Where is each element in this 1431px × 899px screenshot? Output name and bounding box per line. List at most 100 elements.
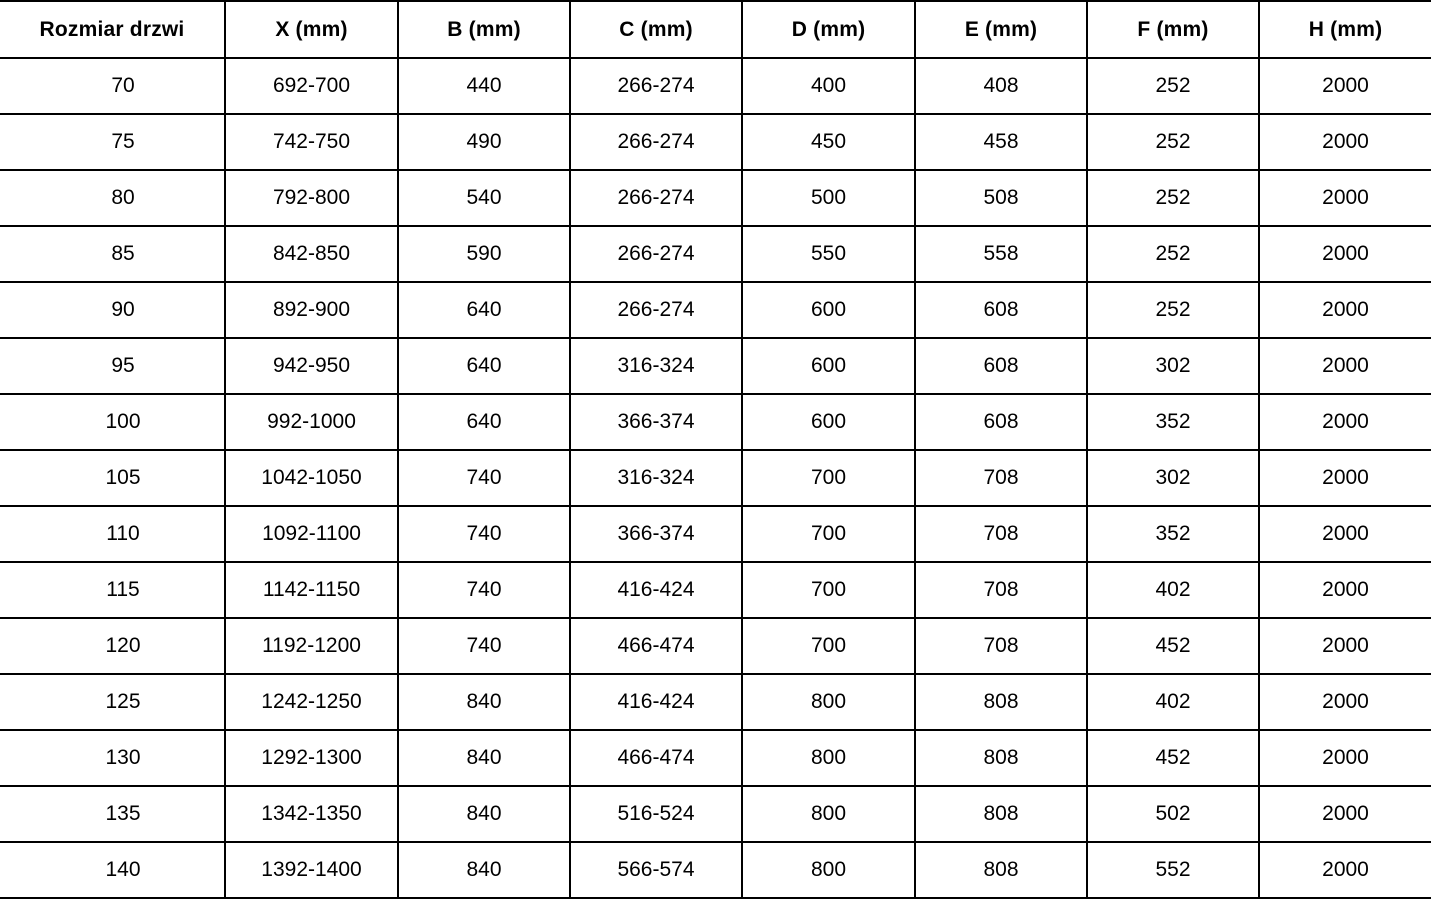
cell-f: 402 xyxy=(1086,673,1260,731)
cell-b: 440 xyxy=(397,57,571,115)
cell-h: 2000 xyxy=(1258,841,1431,898)
cell-h: 2000 xyxy=(1258,449,1431,507)
cell-size: 90 xyxy=(0,281,226,339)
cell-x: 742-750 xyxy=(224,113,399,171)
cell-size: 130 xyxy=(0,729,226,787)
table-row: 140 1392-1400 840 566-574 800 808 552 2000 xyxy=(0,841,1431,898)
cell-x: 1042-1050 xyxy=(224,449,399,507)
cell-d: 500 xyxy=(741,169,916,227)
cell-d: 800 xyxy=(741,841,916,898)
cell-f: 302 xyxy=(1086,449,1260,507)
cell-b: 640 xyxy=(397,281,571,339)
table-row: 90 892-900 640 266-274 600 608 252 2000 xyxy=(0,281,1431,339)
cell-c: 416-424 xyxy=(569,673,743,731)
cell-e: 508 xyxy=(914,169,1088,227)
cell-size: 115 xyxy=(0,561,226,619)
cell-c: 266-274 xyxy=(569,169,743,227)
table-row: 125 1242-1250 840 416-424 800 808 402 2000 xyxy=(0,673,1431,731)
column-header-size: Rozmiar drzwi xyxy=(0,1,226,59)
cell-d: 700 xyxy=(741,449,916,507)
cell-b: 840 xyxy=(397,673,571,731)
cell-h: 2000 xyxy=(1258,561,1431,619)
column-header-c: C (mm) xyxy=(569,1,743,59)
cell-b: 740 xyxy=(397,505,571,563)
cell-f: 452 xyxy=(1086,729,1260,787)
cell-h: 2000 xyxy=(1258,785,1431,843)
cell-h: 2000 xyxy=(1258,281,1431,339)
cell-f: 252 xyxy=(1086,169,1260,227)
cell-e: 458 xyxy=(914,113,1088,171)
table-row: 85 842-850 590 266-274 550 558 252 2000 xyxy=(0,225,1431,283)
cell-f: 502 xyxy=(1086,785,1260,843)
cell-x: 842-850 xyxy=(224,225,399,283)
cell-b: 740 xyxy=(397,617,571,675)
cell-e: 408 xyxy=(914,57,1088,115)
table-row: 70 692-700 440 266-274 400 408 252 2000 xyxy=(0,57,1431,115)
cell-e: 708 xyxy=(914,617,1088,675)
cell-d: 450 xyxy=(741,113,916,171)
cell-d: 700 xyxy=(741,617,916,675)
cell-f: 402 xyxy=(1086,561,1260,619)
table-row: 75 742-750 490 266-274 450 458 252 2000 xyxy=(0,113,1431,171)
table-row: 130 1292-1300 840 466-474 800 808 452 2000 xyxy=(0,729,1431,787)
cell-b: 590 xyxy=(397,225,571,283)
cell-x: 892-900 xyxy=(224,281,399,339)
cell-c: 266-274 xyxy=(569,57,743,115)
cell-x: 992-1000 xyxy=(224,393,399,451)
cell-size: 140 xyxy=(0,841,226,898)
cell-h: 2000 xyxy=(1258,57,1431,115)
cell-h: 2000 xyxy=(1258,505,1431,563)
cell-e: 708 xyxy=(914,561,1088,619)
cell-h: 2000 xyxy=(1258,113,1431,171)
cell-x: 942-950 xyxy=(224,337,399,395)
cell-f: 352 xyxy=(1086,393,1260,451)
column-header-d: D (mm) xyxy=(741,1,916,59)
cell-d: 800 xyxy=(741,673,916,731)
cell-f: 252 xyxy=(1086,281,1260,339)
cell-f: 352 xyxy=(1086,505,1260,563)
cell-f: 302 xyxy=(1086,337,1260,395)
cell-size: 110 xyxy=(0,505,226,563)
cell-x: 692-700 xyxy=(224,57,399,115)
cell-x: 1142-1150 xyxy=(224,561,399,619)
cell-size: 135 xyxy=(0,785,226,843)
cell-b: 490 xyxy=(397,113,571,171)
column-header-e: E (mm) xyxy=(914,1,1088,59)
cell-x: 1192-1200 xyxy=(224,617,399,675)
table-row: 95 942-950 640 316-324 600 608 302 2000 xyxy=(0,337,1431,395)
column-header-b: B (mm) xyxy=(397,1,571,59)
column-header-x: X (mm) xyxy=(224,1,399,59)
table-row: 115 1142-1150 740 416-424 700 708 402 2000 xyxy=(0,561,1431,619)
cell-e: 608 xyxy=(914,393,1088,451)
cell-size: 120 xyxy=(0,617,226,675)
cell-d: 600 xyxy=(741,337,916,395)
cell-b: 840 xyxy=(397,729,571,787)
cell-b: 640 xyxy=(397,393,571,451)
cell-c: 516-524 xyxy=(569,785,743,843)
cell-f: 552 xyxy=(1086,841,1260,898)
cell-h: 2000 xyxy=(1258,729,1431,787)
cell-b: 840 xyxy=(397,841,571,898)
cell-e: 608 xyxy=(914,337,1088,395)
cell-c: 316-324 xyxy=(569,337,743,395)
cell-size: 105 xyxy=(0,449,226,507)
cell-e: 808 xyxy=(914,673,1088,731)
cell-h: 2000 xyxy=(1258,337,1431,395)
cell-h: 2000 xyxy=(1258,225,1431,283)
cell-c: 416-424 xyxy=(569,561,743,619)
cell-e: 808 xyxy=(914,729,1088,787)
cell-f: 252 xyxy=(1086,113,1260,171)
table-body: 70 692-700 440 266-274 400 408 252 2000 75 742-75… xyxy=(0,57,1431,898)
cell-size: 95 xyxy=(0,337,226,395)
table-header-row: Rozmiar drzwi X (mm) B (mm) C (mm) D (mm… xyxy=(0,1,1431,59)
table-row: 110 1092-1100 740 366-374 700 708 352 2000 xyxy=(0,505,1431,563)
cell-d: 800 xyxy=(741,785,916,843)
cell-e: 708 xyxy=(914,449,1088,507)
table-row: 100 992-1000 640 366-374 600 608 352 2000 xyxy=(0,393,1431,451)
cell-e: 558 xyxy=(914,225,1088,283)
cell-c: 466-474 xyxy=(569,617,743,675)
cell-b: 540 xyxy=(397,169,571,227)
cell-d: 800 xyxy=(741,729,916,787)
